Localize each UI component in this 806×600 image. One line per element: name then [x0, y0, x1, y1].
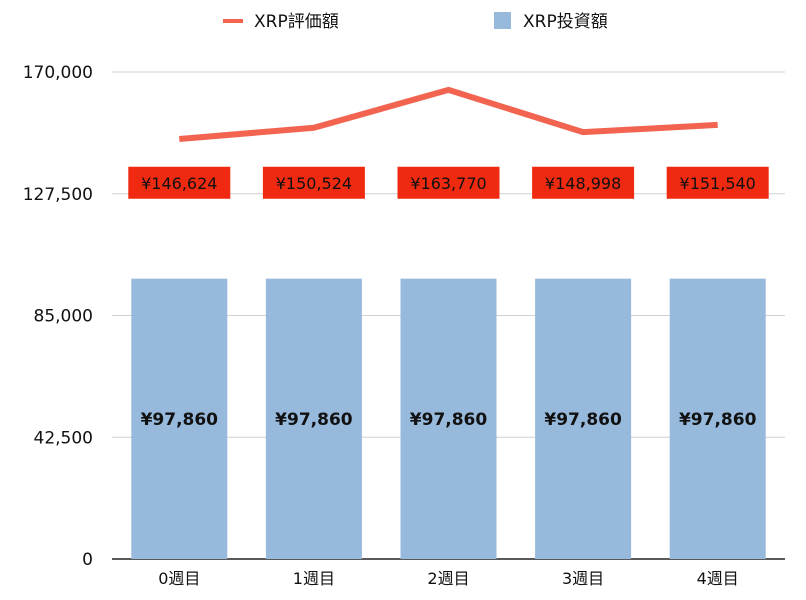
line-data-label: ¥150,524 [276, 174, 352, 193]
legend: XRP評価額 XRP投資額 [223, 12, 608, 32]
line-data-label: ¥146,624 [141, 174, 217, 193]
line-data-label-box [397, 166, 500, 199]
y-axis-ticks: 0 42,500 85,000 127,500 170,000 [23, 63, 93, 570]
x-tick-label: 4週目 [697, 569, 739, 588]
bar [535, 278, 632, 559]
x-tick-label: 1週目 [293, 569, 335, 588]
legend-bar-swatch [494, 12, 511, 29]
bar-data-label: ¥97,860 [679, 410, 757, 430]
x-tick-label: 0週目 [158, 569, 200, 588]
line-data-label: ¥148,998 [545, 174, 621, 193]
bar [400, 278, 497, 559]
bar [131, 278, 228, 559]
line-path [179, 86, 718, 142]
y-tick-label: 0 [82, 550, 93, 570]
legend-label-bar: XRP投資額 [523, 12, 608, 32]
line-data-label: ¥163,770 [410, 174, 486, 193]
bar [669, 278, 766, 559]
y-tick-label: 85,000 [34, 307, 93, 327]
bar-data-label: ¥97,860 [410, 410, 488, 430]
y-tick-label: 170,000 [23, 63, 93, 83]
bar-data-label: ¥97,860 [141, 410, 219, 430]
line-data-label-box [128, 166, 231, 199]
bar-series: ¥97,860 ¥97,860 ¥97,860 ¥97,860 ¥97,860 [131, 278, 766, 559]
x-axis-labels: 0週目 1週目 2週目 3週目 4週目 [158, 569, 739, 588]
line-data-label: ¥151,540 [680, 174, 756, 193]
line-data-label-box [666, 166, 769, 199]
line-series: ¥146,624 ¥150,524 ¥163,770 ¥148,998 ¥151,540 [128, 86, 769, 199]
y-tick-label: 42,500 [34, 428, 93, 448]
y-tick-label: 127,500 [23, 185, 93, 205]
x-tick-label: 3週目 [562, 569, 604, 588]
bar-data-label: ¥97,860 [275, 410, 353, 430]
line-data-label-box [262, 166, 365, 199]
legend-label-line: XRP評価額 [254, 12, 339, 32]
bar [265, 278, 362, 559]
x-tick-label: 2週目 [427, 569, 469, 588]
bar-data-label: ¥97,860 [544, 410, 622, 430]
line-data-label-box [532, 166, 635, 199]
